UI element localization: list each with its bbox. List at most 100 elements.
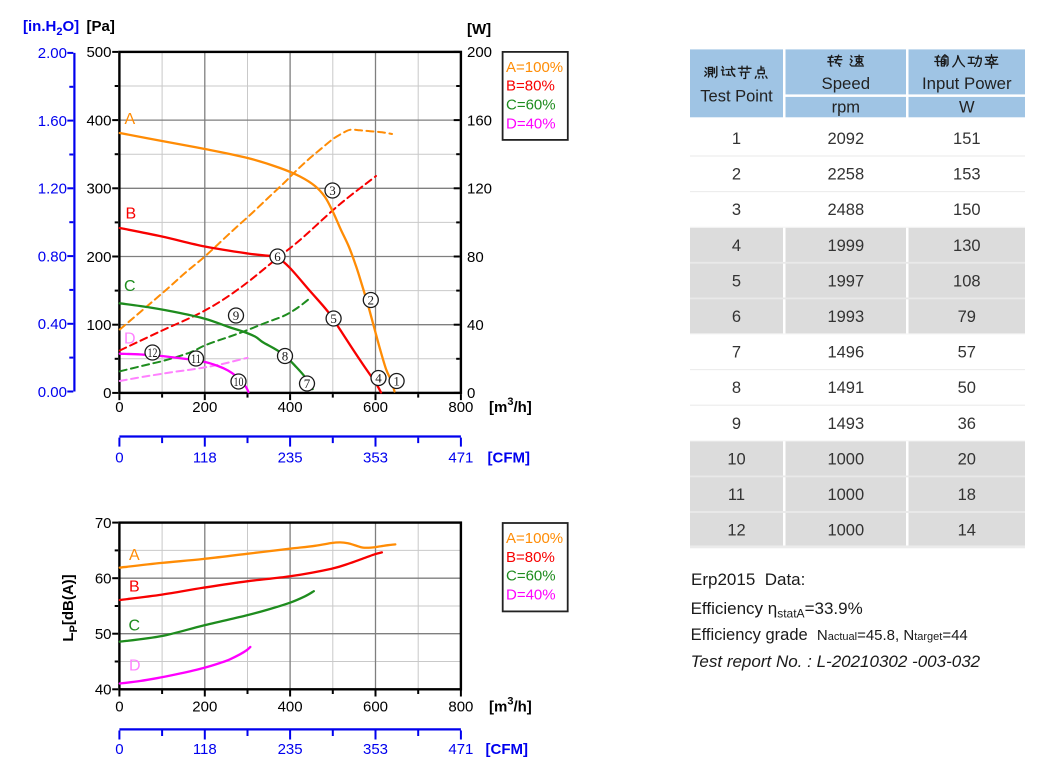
- svg-text:[Pa]: [Pa]: [87, 18, 115, 35]
- svg-text:70: 70: [95, 515, 112, 532]
- svg-text:C: C: [129, 618, 141, 635]
- svg-text:1000: 1000: [827, 522, 864, 540]
- svg-text:7: 7: [732, 344, 741, 362]
- svg-text:400: 400: [86, 112, 111, 129]
- svg-text:1997: 1997: [827, 272, 864, 290]
- svg-text:14: 14: [958, 522, 976, 540]
- svg-text:0: 0: [115, 699, 123, 716]
- svg-text:7: 7: [304, 376, 311, 391]
- svg-text:0: 0: [103, 385, 111, 402]
- svg-text:500: 500: [86, 44, 111, 61]
- svg-text:12: 12: [148, 345, 158, 360]
- svg-text:10: 10: [727, 450, 745, 468]
- svg-text:C: C: [124, 278, 136, 295]
- svg-text:200: 200: [86, 249, 111, 266]
- svg-text:9: 9: [732, 415, 741, 433]
- svg-text:9: 9: [233, 308, 240, 323]
- svg-text:1999: 1999: [827, 237, 864, 255]
- svg-text:80: 80: [467, 249, 484, 266]
- svg-text:200: 200: [192, 399, 217, 416]
- svg-text:79: 79: [958, 308, 976, 326]
- svg-text:471: 471: [448, 741, 473, 758]
- svg-text:2: 2: [732, 166, 741, 184]
- svg-text:235: 235: [278, 741, 303, 758]
- svg-text:151: 151: [953, 130, 981, 148]
- svg-text:1000: 1000: [827, 486, 864, 504]
- svg-text:6: 6: [274, 249, 281, 264]
- svg-text:353: 353: [363, 741, 388, 758]
- svg-text:10: 10: [234, 374, 244, 389]
- svg-text:8: 8: [282, 348, 289, 363]
- svg-text:A=100%: A=100%: [506, 59, 563, 76]
- svg-text:B=80%: B=80%: [506, 549, 555, 566]
- svg-text:4: 4: [375, 370, 382, 385]
- svg-text:130: 130: [953, 237, 981, 255]
- svg-text:0: 0: [115, 741, 123, 758]
- svg-text:8: 8: [732, 379, 741, 397]
- svg-text:108: 108: [953, 272, 981, 290]
- svg-text:[W]: [W]: [467, 21, 491, 38]
- svg-text:57: 57: [958, 344, 976, 362]
- svg-text:1.20: 1.20: [38, 181, 67, 198]
- svg-text:20: 20: [958, 450, 976, 468]
- svg-text:Erp2015 Data:: Erp2015 Data:: [691, 570, 805, 589]
- svg-text:1: 1: [393, 373, 400, 388]
- svg-text:50: 50: [958, 379, 976, 397]
- svg-text:18: 18: [958, 486, 976, 504]
- svg-text:0: 0: [115, 450, 123, 467]
- svg-text:1000: 1000: [827, 450, 864, 468]
- svg-text:118: 118: [193, 450, 217, 467]
- svg-text:1.60: 1.60: [38, 113, 67, 130]
- svg-text:0.80: 0.80: [38, 248, 67, 265]
- svg-text:353: 353: [363, 450, 388, 467]
- svg-text:C=60%: C=60%: [506, 97, 556, 114]
- svg-text:Efficiency grade Nactual=45.8: Efficiency grade Nactual=45.8, Ntarget=4…: [691, 626, 968, 644]
- svg-text:2258: 2258: [827, 166, 864, 184]
- svg-text:0: 0: [115, 399, 123, 416]
- svg-text:1493: 1493: [827, 415, 864, 433]
- svg-text:Speed: Speed: [822, 74, 871, 93]
- svg-text:800: 800: [448, 699, 473, 716]
- svg-text:D: D: [124, 331, 136, 348]
- svg-text:4: 4: [732, 237, 741, 255]
- svg-text:B: B: [129, 579, 140, 596]
- svg-text:5: 5: [732, 272, 741, 290]
- svg-text:A=100%: A=100%: [506, 530, 563, 547]
- svg-text:600: 600: [363, 399, 388, 416]
- svg-text:2092: 2092: [827, 130, 864, 148]
- svg-text:200: 200: [467, 44, 492, 61]
- svg-text:D=40%: D=40%: [506, 115, 556, 132]
- svg-text:400: 400: [278, 399, 303, 416]
- svg-text:0.40: 0.40: [38, 316, 67, 333]
- svg-text:6: 6: [732, 308, 741, 326]
- svg-text:0: 0: [467, 385, 475, 402]
- svg-text:300: 300: [86, 181, 111, 198]
- svg-text:A: A: [129, 547, 140, 564]
- svg-text:[CFM]: [CFM]: [486, 741, 528, 758]
- svg-text:Test Point: Test Point: [700, 87, 773, 105]
- svg-text:[m3/h]: [m3/h]: [489, 696, 532, 716]
- svg-text:12: 12: [727, 522, 745, 540]
- svg-text:36: 36: [958, 415, 976, 433]
- svg-text:1993: 1993: [827, 308, 864, 326]
- svg-text:200: 200: [192, 699, 217, 716]
- svg-text:2488: 2488: [827, 201, 864, 219]
- svg-text:LP[dB(A)]: LP[dB(A)]: [60, 574, 80, 641]
- svg-text:471: 471: [448, 450, 473, 467]
- svg-text:2.00: 2.00: [38, 45, 67, 62]
- svg-text:11: 11: [191, 351, 201, 366]
- svg-text:150: 150: [953, 201, 981, 219]
- svg-text:600: 600: [363, 699, 388, 716]
- svg-text:2: 2: [368, 292, 375, 307]
- svg-text:A: A: [125, 111, 136, 128]
- svg-text:50: 50: [95, 626, 112, 643]
- svg-text:W: W: [959, 98, 975, 116]
- svg-text:800: 800: [448, 399, 473, 416]
- svg-text:rpm: rpm: [832, 98, 860, 116]
- svg-text:Test report No. : L-20210302 -: Test report No. : L-20210302 -003-032: [691, 652, 981, 671]
- svg-text:1496: 1496: [827, 344, 864, 362]
- svg-text:D: D: [129, 658, 141, 675]
- svg-text:1491: 1491: [827, 379, 864, 397]
- svg-text:118: 118: [193, 741, 217, 758]
- svg-text:5: 5: [330, 311, 337, 326]
